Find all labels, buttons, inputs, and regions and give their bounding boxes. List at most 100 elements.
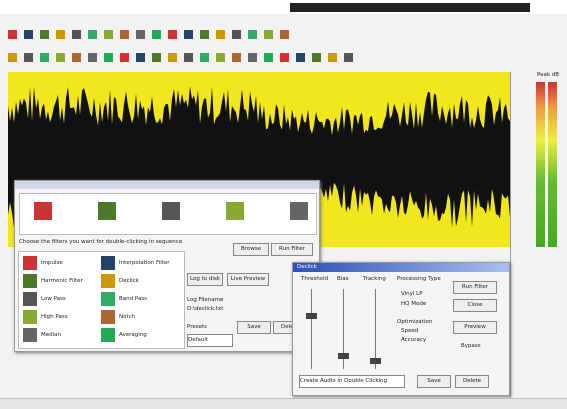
filter-name[interactable]: High Pass xyxy=(41,314,68,320)
run-filter-button[interactable]: Run Filter xyxy=(271,243,313,256)
toolbar-icon[interactable] xyxy=(200,30,209,39)
slider-thumb[interactable] xyxy=(370,358,381,364)
toolbar-icon[interactable] xyxy=(8,53,17,62)
filter-icon[interactable] xyxy=(23,256,37,270)
processing-type-label: Processing Type xyxy=(397,276,441,282)
filter-name[interactable]: Harmonic Filter xyxy=(41,278,83,284)
filter-name[interactable]: Low Pass xyxy=(41,296,66,302)
bypass-option[interactable]: Bypass xyxy=(461,343,481,349)
filter-icon[interactable] xyxy=(23,310,37,324)
toolbar-icon[interactable] xyxy=(40,53,49,62)
toolbar-icon[interactable] xyxy=(296,53,305,62)
filter-icon[interactable] xyxy=(101,292,115,306)
filter-name[interactable]: Interpolation Filter xyxy=(119,260,170,266)
accuracy-option[interactable]: Accuracy xyxy=(401,337,427,343)
filter-icon[interactable] xyxy=(101,256,115,270)
live-preview-button[interactable]: Live Preview xyxy=(227,273,269,286)
filter-icon[interactable] xyxy=(101,328,115,342)
toolbar-icon[interactable] xyxy=(136,30,145,39)
close-button[interactable]: Close xyxy=(453,299,497,312)
toolbar-icon[interactable] xyxy=(216,53,225,62)
filter-name[interactable]: Declick xyxy=(119,278,139,284)
toolbar-icon[interactable] xyxy=(72,30,81,39)
run-filter-button[interactable]: Run Filter xyxy=(453,281,497,294)
toolbar-1 xyxy=(0,26,300,44)
filter-name[interactable]: Averaging xyxy=(119,332,147,338)
toolbar-icon[interactable] xyxy=(72,53,81,62)
presets-label: Presets xyxy=(187,324,208,330)
browse-button[interactable]: Browse xyxy=(233,243,269,256)
slider-track xyxy=(343,289,344,369)
toolbar-icon[interactable] xyxy=(248,30,257,39)
toolbar-2 xyxy=(0,50,360,66)
filter-icon[interactable] xyxy=(23,274,37,288)
status-bar xyxy=(0,398,567,409)
toolbar-icon[interactable] xyxy=(120,30,129,39)
preview-button[interactable]: Preview xyxy=(453,321,497,334)
toolbar-icon[interactable] xyxy=(184,30,193,39)
slider-thumb[interactable] xyxy=(306,313,317,319)
sequence-filter-icon[interactable] xyxy=(226,202,244,220)
filter-name[interactable]: Impulse xyxy=(41,260,63,266)
toolbar-icon[interactable] xyxy=(152,30,161,39)
toolbar-icon[interactable] xyxy=(280,53,289,62)
toolbar-icon[interactable] xyxy=(104,53,113,62)
toolbar-icon[interactable] xyxy=(344,53,353,62)
dialog-title-bar xyxy=(293,263,509,272)
toolbar-icon[interactable] xyxy=(216,30,225,39)
toolbar-icon[interactable] xyxy=(136,53,145,62)
preset-select[interactable]: Default xyxy=(187,334,233,347)
filter-list: Impulse Interpolation Filter Harmonic Filt… xyxy=(18,251,185,349)
dialog-title: Declick xyxy=(297,264,317,270)
log-to-disk-button[interactable]: Log to disk xyxy=(187,273,223,286)
meter-left xyxy=(536,82,545,247)
speed-option[interactable]: Speed xyxy=(401,328,419,334)
save-button[interactable]: Save xyxy=(237,321,271,334)
toolbar-icon[interactable] xyxy=(328,53,337,62)
toolbar-icon[interactable] xyxy=(168,53,177,62)
filter-icon[interactable] xyxy=(101,274,115,288)
toolbar-icon[interactable] xyxy=(88,53,97,62)
filter-name[interactable]: Notch xyxy=(119,314,136,320)
toolbar-icon[interactable] xyxy=(24,30,33,39)
declick-dialog: Declick Threshold Bias Tracking Processi… xyxy=(292,262,510,396)
dialog-title-bar xyxy=(15,181,319,189)
toolbar-icon[interactable] xyxy=(168,30,177,39)
toolbar-icon[interactable] xyxy=(120,53,129,62)
log-filename: D:\declick.txt xyxy=(187,306,224,312)
save-button[interactable]: Save xyxy=(417,375,451,388)
toolbar-icon[interactable] xyxy=(248,53,257,62)
title-icons xyxy=(290,3,530,12)
toolbar-icon[interactable] xyxy=(280,30,289,39)
filter-icon[interactable] xyxy=(23,328,37,342)
filter-icon[interactable] xyxy=(23,292,37,306)
hq-option[interactable]: HQ Mode xyxy=(401,301,427,307)
toolbar-icon[interactable] xyxy=(184,53,193,62)
toolbar-icon[interactable] xyxy=(24,53,33,62)
filter-name[interactable]: Median xyxy=(41,332,62,338)
filter-icon[interactable] xyxy=(101,310,115,324)
toolbar-icon[interactable] xyxy=(264,30,273,39)
toolbar-icon[interactable] xyxy=(56,53,65,62)
sequence-filter-icon[interactable] xyxy=(290,202,308,220)
sequence-filter-icon[interactable] xyxy=(162,202,180,220)
toolbar-icon[interactable] xyxy=(200,53,209,62)
toolbar-icon[interactable] xyxy=(40,30,49,39)
bias-label: Bias xyxy=(337,276,349,282)
toolbar-icon[interactable] xyxy=(152,53,161,62)
toolbar-icon[interactable] xyxy=(264,53,273,62)
sequence-filter-icon[interactable] xyxy=(98,202,116,220)
preset-field[interactable]: Create Audio in Double Clicking xyxy=(299,375,405,388)
slider-thumb[interactable] xyxy=(338,353,349,359)
filter-name[interactable]: Band Pass xyxy=(119,296,148,302)
toolbar-icon[interactable] xyxy=(232,30,241,39)
vinyl-option[interactable]: Vinyl LP xyxy=(401,291,423,297)
delete-button[interactable]: Delete xyxy=(455,375,489,388)
toolbar-icon[interactable] xyxy=(88,30,97,39)
toolbar-icon[interactable] xyxy=(8,30,17,39)
sequence-filter-icon[interactable] xyxy=(34,202,52,220)
toolbar-icon[interactable] xyxy=(232,53,241,62)
toolbar-icon[interactable] xyxy=(56,30,65,39)
toolbar-icon[interactable] xyxy=(104,30,113,39)
toolbar-icon[interactable] xyxy=(312,53,321,62)
